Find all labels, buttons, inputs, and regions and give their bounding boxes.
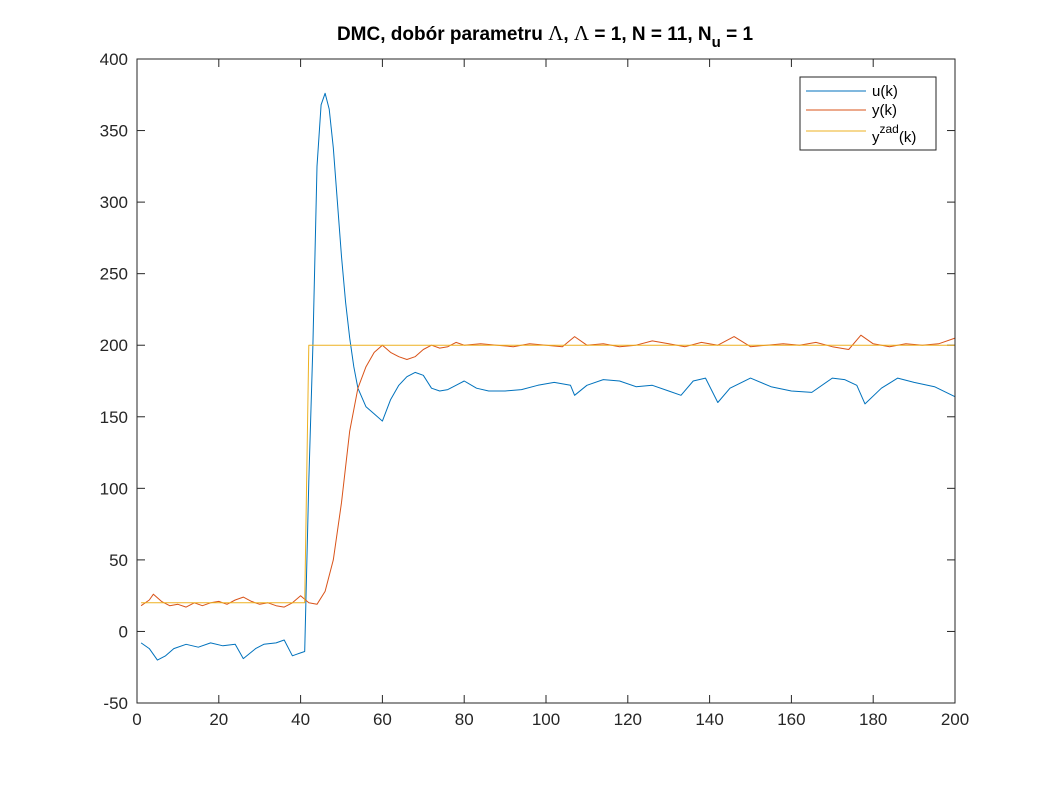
legend-label-y: y(k) — [872, 102, 897, 119]
title-rest: = 1, N = 11, N — [589, 24, 712, 45]
series-line-0 — [140, 92, 956, 661]
x-tick-label-40: 40 — [291, 710, 310, 729]
y-tick-label-0: 0 — [119, 622, 128, 641]
legend: u(k) y(k) yzad(k) — [799, 76, 937, 151]
y-tick-label-50: 50 — [109, 551, 128, 570]
x-tick-label-160: 160 — [777, 710, 805, 729]
y-tick-label-200: 200 — [100, 336, 128, 355]
legend-box — [799, 76, 937, 151]
y-tick-label--50: -50 — [103, 694, 128, 713]
axes-box — [136, 58, 956, 704]
x-tick-label-60: 60 — [373, 710, 392, 729]
x-tick-label-140: 140 — [695, 710, 723, 729]
title-suffix: = 1 — [721, 24, 754, 45]
series-lines — [140, 92, 956, 661]
chart-title: DMC, dobór parametru Λ, Λ = 1, N = 11, N… — [337, 21, 754, 51]
x-tick-label-80: 80 — [455, 710, 474, 729]
title-subscript: u — [712, 34, 721, 51]
title-lambda-1: Λ — [548, 21, 564, 45]
series-line-2 — [141, 344, 955, 604]
title-prefix: DMC, dobór parametru — [337, 24, 548, 45]
x-tick-label-120: 120 — [614, 710, 642, 729]
y-tick-label-350: 350 — [100, 122, 128, 141]
y-tick-label-300: 300 — [100, 193, 128, 212]
y-tick-label-150: 150 — [100, 408, 128, 427]
legend-label-yzad: yzad(k) — [872, 122, 916, 146]
x-tick-label-0: 0 — [132, 710, 141, 729]
legend-label-u: u(k) — [872, 83, 898, 100]
x-tick-label-200: 200 — [941, 710, 969, 729]
y-tick-label-250: 250 — [100, 265, 128, 284]
title-lambda-2: Λ — [574, 21, 590, 45]
y-tick-label-100: 100 — [100, 479, 128, 498]
y-tick-label-400: 400 — [100, 50, 128, 69]
x-tick-label-180: 180 — [859, 710, 887, 729]
x-tick-label-100: 100 — [532, 710, 560, 729]
x-tick-label-20: 20 — [209, 710, 228, 729]
title-mid: , — [563, 24, 574, 45]
axis-tick-labels: 0 20 40 60 80 100 120 140 160 180 200-500501001502… — [100, 50, 970, 729]
plot-area — [137, 59, 955, 703]
